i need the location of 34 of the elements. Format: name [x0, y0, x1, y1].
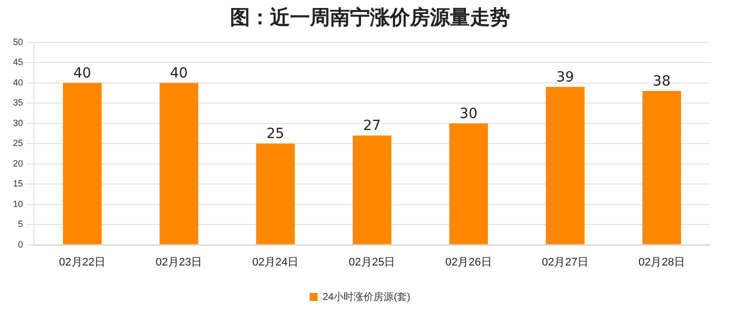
- bar: [160, 82, 198, 244]
- x-tick-label: 02月23日: [156, 256, 202, 268]
- x-tick-label: 02月27日: [542, 256, 588, 268]
- y-tick-label: 0: [18, 239, 24, 250]
- bar: [62, 82, 102, 244]
- data-label: 38: [652, 74, 671, 90]
- x-tick-label: 02月22日: [59, 256, 106, 268]
- bar: [256, 144, 295, 244]
- y-tick-label: 5: [18, 219, 24, 230]
- y-tick-label: 40: [12, 77, 24, 88]
- y-tick-label: 45: [12, 57, 24, 68]
- y-tick-label: 10: [12, 198, 24, 209]
- bar: [449, 123, 488, 244]
- data-label: 25: [266, 126, 284, 142]
- y-tick-label: 35: [12, 98, 24, 108]
- chart-title: 图：近一周南宁涨价房源量走势: [229, 4, 511, 31]
- x-tick-label: 02月25日: [348, 256, 396, 268]
- data-label: 39: [556, 70, 574, 86]
- x-tick-label: 02月26日: [445, 256, 492, 268]
- data-label: 30: [460, 106, 478, 122]
- legend-label: 24小时涨价房源(套): [322, 290, 410, 303]
- bar: [546, 86, 584, 244]
- y-tick-label: 15: [12, 178, 24, 189]
- data-label: 40: [170, 66, 188, 82]
- x-tick-label: 02月24日: [252, 256, 299, 268]
- bar: [642, 90, 682, 244]
- data-label: 27: [363, 118, 381, 134]
- y-tick-label: 25: [12, 138, 24, 148]
- y-tick-label: 20: [12, 158, 24, 168]
- data-label: 40: [73, 66, 92, 82]
- x-tick-label: 02月28日: [638, 256, 685, 268]
- y-tick-label: 50: [12, 36, 24, 47]
- y-tick-label: 30: [12, 118, 24, 128]
- bar: [352, 136, 392, 244]
